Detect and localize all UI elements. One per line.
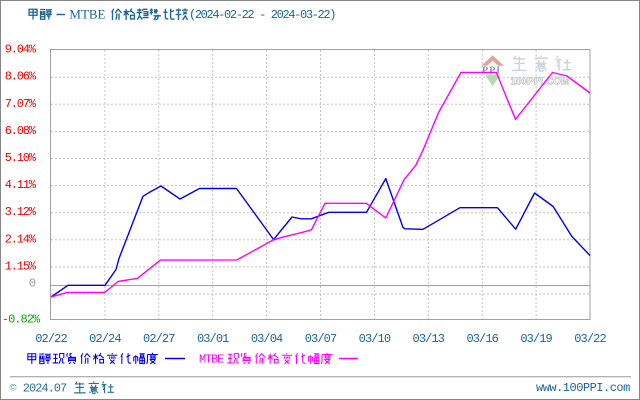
svg-text:100PPI.COM: 100PPI.COM: [511, 77, 570, 88]
svg-text:02/27: 02/27: [143, 332, 175, 346]
svg-text:0: 0: [29, 277, 36, 291]
svg-text:©: ©: [10, 383, 17, 394]
svg-text:02/22: 02/22: [35, 332, 67, 346]
svg-text:03/22: 03/22: [574, 332, 606, 346]
svg-text:6.08%: 6.08%: [5, 124, 37, 138]
svg-text:www.100PPI.com: www.100PPI.com: [536, 381, 630, 395]
svg-text:9.04%: 9.04%: [5, 43, 37, 57]
svg-text:7.07%: 7.07%: [5, 97, 37, 111]
svg-text:1.15%: 1.15%: [5, 259, 37, 273]
svg-text:5.10%: 5.10%: [5, 151, 37, 165]
svg-text:03/19: 03/19: [520, 332, 552, 346]
svg-text:2.14%: 2.14%: [5, 232, 37, 246]
svg-text:3.12%: 3.12%: [5, 205, 37, 219]
svg-text:03/01: 03/01: [197, 332, 229, 346]
svg-text:02/24: 02/24: [89, 332, 121, 346]
svg-text:(2024-02-22 - 2024-03-22): (2024-02-22 - 2024-03-22): [189, 8, 335, 22]
svg-text:03/07: 03/07: [305, 332, 337, 346]
svg-text:8.06%: 8.06%: [5, 70, 37, 84]
svg-text:MTBE: MTBE: [69, 7, 105, 22]
svg-text:-0.82%: -0.82%: [2, 312, 41, 326]
svg-text:03/04: 03/04: [251, 332, 283, 346]
svg-text:2024.07: 2024.07: [23, 382, 67, 396]
svg-text:PPI: PPI: [482, 66, 501, 77]
svg-text:03/13: 03/13: [413, 332, 445, 346]
svg-text:4.11%: 4.11%: [5, 178, 37, 192]
svg-text:MTBE: MTBE: [199, 353, 224, 367]
svg-text:03/16: 03/16: [466, 332, 498, 346]
svg-text:03/10: 03/10: [359, 332, 391, 346]
